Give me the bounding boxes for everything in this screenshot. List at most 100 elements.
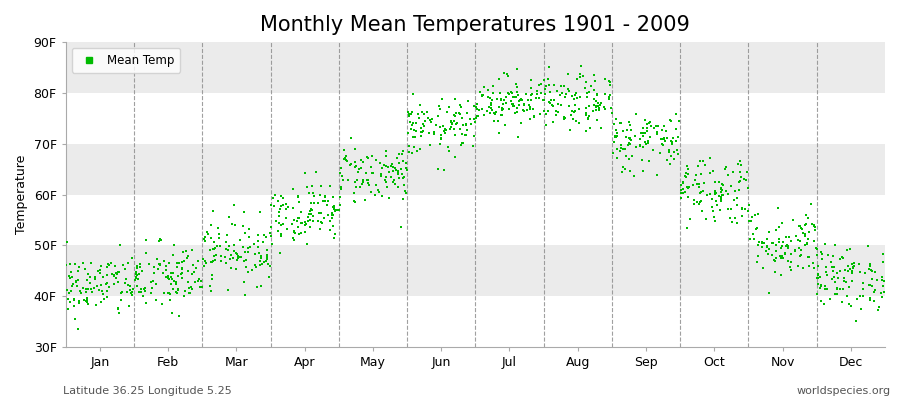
Point (497, 97, 511, 103)
Point (867, 288, 881, 295)
Point (434, 135, 448, 141)
Point (609, 127, 624, 133)
Point (72, 298, 86, 304)
Point (712, 179, 726, 185)
Point (372, 189, 386, 195)
Point (423, 116, 437, 123)
Point (724, 218, 739, 225)
Point (618, 146, 633, 152)
Point (651, 122, 665, 129)
Point (700, 192, 715, 198)
Point (111, 305, 125, 312)
Point (222, 256, 237, 262)
Point (259, 247, 274, 254)
Point (674, 190, 688, 196)
Point (68, 316, 83, 322)
Point (751, 253, 765, 260)
Point (340, 158, 355, 164)
Point (805, 221, 819, 227)
Point (112, 306, 126, 313)
Point (475, 92, 490, 98)
Point (291, 215, 305, 221)
Point (663, 138, 678, 144)
Point (694, 170, 708, 177)
Point (333, 170, 347, 176)
Point (221, 287, 236, 294)
Point (561, 70, 575, 77)
Point (76, 285, 90, 292)
Point (99, 264, 113, 270)
Point (292, 215, 307, 221)
Point (392, 160, 406, 166)
Point (251, 238, 266, 244)
Point (518, 90, 533, 97)
Point (230, 251, 244, 258)
Point (436, 96, 450, 102)
Point (264, 232, 278, 239)
Point (760, 251, 775, 257)
Point (348, 199, 363, 205)
Point (271, 198, 285, 204)
Point (212, 243, 227, 249)
Point (507, 103, 521, 109)
Point (679, 169, 693, 176)
Point (287, 217, 302, 224)
Point (553, 92, 567, 98)
Point (247, 241, 261, 247)
Point (779, 243, 794, 250)
Point (459, 110, 473, 116)
Point (356, 177, 370, 184)
Point (449, 121, 464, 127)
Point (147, 264, 161, 270)
Point (703, 191, 717, 197)
Point (348, 162, 363, 169)
Point (828, 279, 842, 286)
Point (436, 123, 450, 130)
Point (872, 304, 886, 310)
Point (856, 280, 870, 287)
Point (384, 174, 399, 180)
Point (461, 98, 475, 104)
Point (609, 132, 624, 139)
Point (100, 294, 114, 300)
Point (493, 97, 508, 103)
Point (492, 104, 507, 110)
Point (204, 288, 219, 294)
Point (839, 279, 853, 286)
Point (230, 253, 245, 260)
Point (325, 211, 339, 218)
Point (627, 173, 642, 179)
Point (191, 278, 205, 284)
Point (200, 229, 214, 236)
Point (112, 310, 127, 316)
Point (580, 94, 594, 100)
Point (396, 158, 410, 164)
Point (346, 198, 361, 204)
Point (162, 290, 176, 296)
Point (820, 272, 834, 278)
Point (551, 109, 565, 116)
Point (581, 112, 596, 119)
Point (242, 226, 256, 232)
Point (776, 238, 790, 245)
Bar (66, 144, 885, 194)
Point (828, 242, 842, 249)
Point (623, 168, 637, 174)
Point (780, 242, 795, 248)
Point (867, 297, 881, 304)
Point (580, 90, 594, 96)
Point (770, 248, 784, 255)
Point (810, 291, 824, 297)
Point (280, 226, 294, 232)
Point (484, 102, 499, 108)
Point (834, 299, 849, 305)
Point (326, 204, 340, 210)
Point (670, 134, 685, 140)
Point (162, 276, 176, 282)
Point (291, 194, 305, 200)
Point (579, 78, 593, 85)
Point (638, 130, 652, 136)
Point (155, 301, 169, 307)
Point (696, 158, 710, 164)
Point (835, 286, 850, 292)
